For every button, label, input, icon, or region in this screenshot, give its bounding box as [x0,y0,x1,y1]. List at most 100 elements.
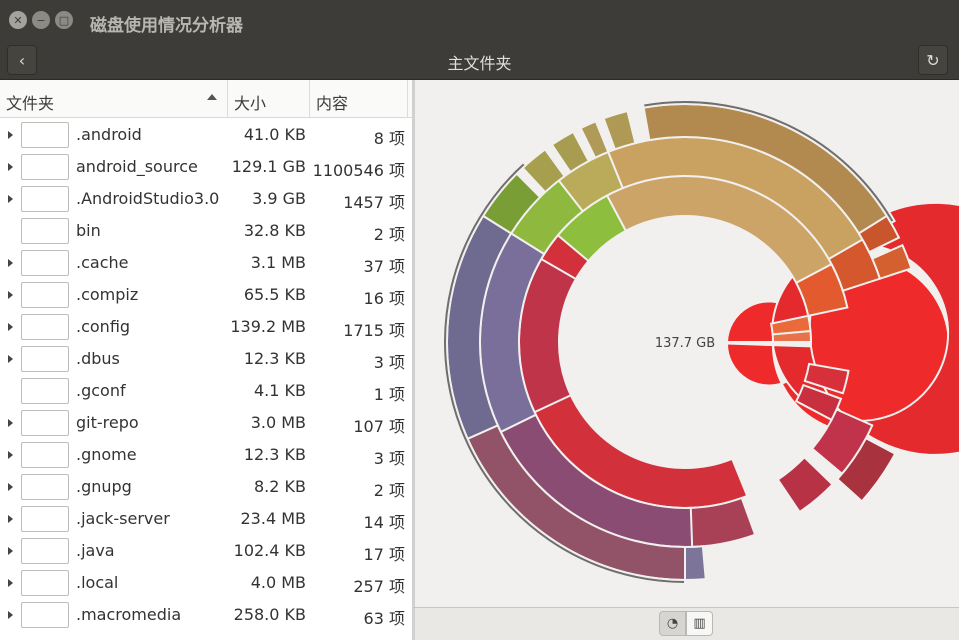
tree-row[interactable]: android_source 129.1 GB 1100546 项 [0,151,412,183]
minimize-icon[interactable]: − [32,11,50,29]
row-name: .java [76,541,115,560]
tree-row[interactable]: .local 4.0 MB 257 项 [0,567,412,599]
folder-icon [21,250,69,276]
column-header-contents[interactable]: 内容 [310,80,408,118]
ring-segment[interactable] [685,546,706,580]
expander-icon[interactable] [8,611,13,619]
location-title: 主文件夹 [0,50,959,74]
row-contents: 17 项 [310,541,405,565]
ring-view-button[interactable]: ◔ [659,611,686,636]
folder-icon [21,602,69,628]
close-icon[interactable]: ✕ [9,11,27,29]
row-name: .local [76,573,118,592]
ring-chart[interactable]: 137.7 GB [415,80,959,607]
expander-icon[interactable] [8,259,13,267]
folder-icon [21,154,69,180]
ring-chart-pane[interactable]: 137.7 GB [412,80,959,607]
row-contents: 14 项 [310,509,405,533]
tree-row[interactable]: .gnupg 8.2 KB 2 项 [0,471,412,503]
tree-row[interactable]: .dbus 12.3 KB 3 项 [0,343,412,375]
folder-icon [21,506,69,532]
window-title: 磁盘使用情况分析器 [90,11,243,36]
tree-row[interactable]: git-repo 3.0 MB 107 项 [0,407,412,439]
folder-icon [21,218,69,244]
expander-icon[interactable] [8,451,13,459]
tree-row[interactable]: .AndroidStudio3.0 3.9 GB 1457 项 [0,183,412,215]
column-header-folder[interactable]: 文件夹 [0,80,228,118]
row-contents: 107 项 [310,413,405,437]
row-size: 139.2 MB [228,317,306,336]
folder-icon [21,378,69,404]
row-name: .macromedia [76,605,181,624]
column-header-folder-label: 文件夹 [6,94,54,113]
expander-icon[interactable] [8,483,13,491]
expander-icon[interactable] [8,163,13,171]
row-size: 4.0 MB [228,573,306,592]
tree-row[interactable]: .cache 3.1 MB 37 项 [0,247,412,279]
row-contents: 16 项 [310,285,405,309]
row-size: 3.0 MB [228,413,306,432]
folder-icon [21,538,69,564]
column-header-row: 文件夹 大小 内容 [0,80,412,118]
row-name: .gconf [76,381,126,400]
folder-icon [21,442,69,468]
refresh-button[interactable]: ↻ [918,45,948,75]
view-switcher-bar: ◔ ▥ [412,607,959,640]
column-header-size[interactable]: 大小 [228,80,310,118]
column-header-size-label: 大小 [234,94,266,113]
row-name: git-repo [76,413,139,432]
row-size: 12.3 KB [228,349,306,368]
expander-icon[interactable] [8,195,13,203]
folder-icon [21,474,69,500]
tree-row[interactable]: .java 102.4 KB 17 项 [0,535,412,567]
folder-icon [21,186,69,212]
row-contents: 1 项 [310,381,405,405]
row-size: 3.1 MB [228,253,306,272]
expander-icon[interactable] [8,131,13,139]
treemap-view-button[interactable]: ▥ [686,611,713,636]
expander-icon[interactable] [8,355,13,363]
row-contents: 37 项 [310,253,405,277]
row-size: 41.0 KB [228,125,306,144]
window-titlebar: ✕ − □ 磁盘使用情况分析器 [0,0,959,42]
row-name: .config [76,317,130,336]
row-size: 129.1 GB [228,157,306,176]
row-size: 23.4 MB [228,509,306,528]
treemap-icon: ▥ [693,616,705,631]
row-size: 3.9 GB [228,189,306,208]
maximize-icon[interactable]: □ [55,11,73,29]
row-name: .cache [76,253,128,272]
expander-icon[interactable] [8,515,13,523]
total-size-label: 137.7 GB [655,336,715,351]
tree-row[interactable]: .android 41.0 KB 8 项 [0,119,412,151]
expander-icon[interactable] [8,579,13,587]
tree-row[interactable]: bin 32.8 KB 2 项 [0,215,412,247]
row-size: 102.4 KB [228,541,306,560]
folder-tree[interactable]: 文件夹 大小 内容 .android 41.0 KB 8 项 android_sour… [0,80,412,640]
row-size: 258.0 KB [228,605,306,624]
row-contents: 8 项 [310,125,405,149]
row-name: .compiz [76,285,138,304]
folder-icon [21,122,69,148]
sort-ascending-icon [207,94,217,100]
row-name: .android [76,125,142,144]
tree-row[interactable]: .macromedia 258.0 KB 63 项 [0,599,412,631]
row-contents: 1457 项 [310,189,405,213]
row-name: .AndroidStudio3.0 [76,189,219,208]
expander-icon[interactable] [8,323,13,331]
tree-row[interactable]: .compiz 65.5 KB 16 项 [0,279,412,311]
row-contents: 2 项 [310,221,405,245]
tree-row[interactable]: .jack-server 23.4 MB 14 项 [0,503,412,535]
tree-row[interactable]: .config 139.2 MB 1715 项 [0,311,412,343]
expander-icon[interactable] [8,547,13,555]
expander-icon[interactable] [8,291,13,299]
tree-row[interactable]: .gnome 12.3 KB 3 项 [0,439,412,471]
ring-segment[interactable] [778,457,833,512]
ring-segment[interactable] [604,111,636,149]
expander-icon[interactable] [8,419,13,427]
tree-row[interactable]: .gconf 4.1 KB 1 项 [0,375,412,407]
row-size: 8.2 KB [228,477,306,496]
row-contents: 2 项 [310,477,405,501]
folder-icon [21,570,69,596]
row-name: .gnome [76,445,137,464]
